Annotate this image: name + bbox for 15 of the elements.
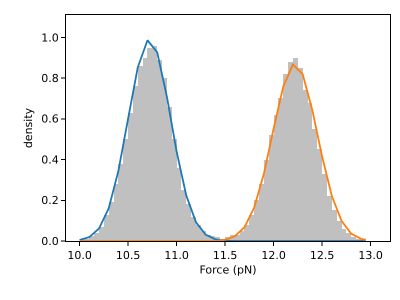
x-tick-label: 11.5 bbox=[212, 249, 238, 262]
x-tick-label: 10.5 bbox=[116, 249, 140, 262]
y-tick-label: 1.0 bbox=[41, 31, 59, 44]
y-tick-label: 0.8 bbox=[41, 72, 59, 85]
y-axis-title: density bbox=[22, 107, 35, 148]
x-tick-label: 11.0 bbox=[164, 249, 189, 262]
y-tick-label: 0.6 bbox=[41, 112, 59, 126]
x-tick-label: 12.0 bbox=[261, 249, 286, 262]
y-tick-label: 0.2 bbox=[41, 194, 59, 208]
x-tick-label: 12.5 bbox=[310, 249, 334, 262]
x-tick-label: 10.0 bbox=[67, 249, 92, 262]
y-tick-label: 0.0 bbox=[41, 234, 59, 248]
y-tick-label: 0.4 bbox=[41, 153, 59, 166]
x-axis-title: Force (pN) bbox=[199, 263, 257, 276]
x-tick-label: 13.0 bbox=[358, 249, 383, 262]
